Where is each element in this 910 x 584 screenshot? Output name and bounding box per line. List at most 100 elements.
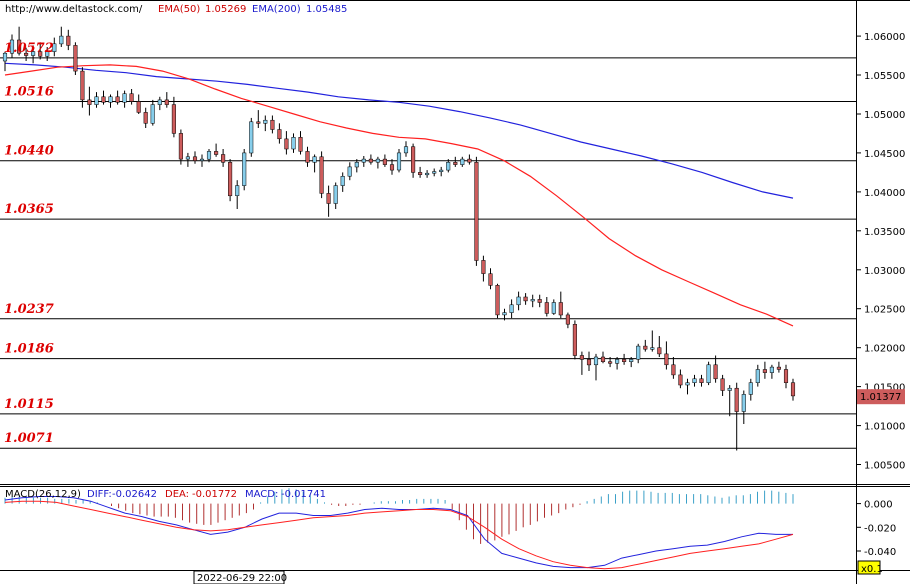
- macd-dea-line: [4, 500, 794, 570]
- candle-body: [678, 374, 683, 386]
- candle: [460, 156, 465, 167]
- candle: [101, 90, 106, 105]
- candle: [509, 299, 514, 319]
- candle: [263, 115, 268, 132]
- candle-body: [382, 158, 387, 165]
- candle: [446, 159, 451, 173]
- candle-body: [24, 52, 29, 56]
- support-resistance-levels: [0, 57, 856, 449]
- candle-body: [453, 162, 458, 165]
- candle: [347, 162, 352, 181]
- candle: [488, 268, 493, 290]
- price-tick-label: 1.02000: [864, 344, 905, 355]
- ema200-series: [4, 62, 794, 199]
- candle-body: [17, 39, 22, 54]
- candle-body: [396, 152, 402, 171]
- candle-body: [439, 169, 444, 172]
- candle-body: [671, 364, 676, 376]
- candle-body: [389, 164, 395, 171]
- candle-body: [171, 104, 176, 134]
- candle: [319, 151, 324, 199]
- candle-body: [150, 104, 155, 124]
- date-readout-box: [193, 570, 285, 584]
- macd-header: MACD(26,12,9) DIFF: -0.02642 DEA: -0.017…: [5, 489, 326, 500]
- zoom-badge[interactable]: [857, 560, 881, 575]
- candle-body: [129, 93, 134, 102]
- candle-body: [467, 158, 472, 163]
- candle-body: [31, 51, 36, 56]
- candle: [565, 312, 570, 329]
- candle-body: [411, 146, 416, 173]
- candle-body: [551, 302, 556, 314]
- candle-body: [214, 151, 219, 155]
- ema50-label: EMA(50): [158, 4, 200, 15]
- candle: [495, 283, 500, 319]
- candle: [52, 37, 57, 57]
- macd-diff-line: [4, 496, 793, 569]
- price-tick-label: 1.05000: [864, 110, 905, 121]
- candle-body: [537, 299, 542, 303]
- candle-body: [235, 185, 240, 196]
- price-tick-label: 1.00500: [864, 461, 905, 472]
- level-label: 1.0071: [4, 431, 54, 446]
- candle: [481, 255, 486, 282]
- candle-body: [657, 347, 662, 355]
- candle: [312, 154, 317, 173]
- macd-macd-label: MACD:: [245, 489, 278, 500]
- candle: [622, 353, 627, 365]
- candle: [706, 361, 711, 386]
- candle-body: [425, 172, 430, 176]
- candle: [600, 351, 606, 364]
- price-axis[interactable]: 1.06000 1.05500 1.05000 1.04500 1.04000 1.035…: [856, 32, 905, 472]
- level-label: 1.0365: [4, 202, 54, 217]
- candle: [115, 90, 120, 105]
- price-tick-label: 1.03500: [864, 227, 905, 238]
- candle: [333, 182, 338, 209]
- candle: [31, 45, 36, 64]
- level-label: 1.0440: [4, 144, 54, 159]
- candle: [593, 353, 599, 381]
- candle-body: [199, 158, 205, 161]
- candle-body: [277, 129, 282, 140]
- candle-body: [164, 99, 169, 105]
- candle: [776, 361, 781, 373]
- candle: [9, 34, 15, 58]
- candle: [643, 339, 648, 352]
- candles: [2, 26, 796, 451]
- candle: [298, 131, 303, 155]
- macd-macd-value: -0.01741: [281, 489, 326, 500]
- candle-body: [741, 394, 746, 412]
- candle-body: [242, 152, 247, 186]
- candle: [671, 357, 676, 379]
- candle-body: [783, 369, 789, 383]
- level-labels: 1.0572 1.0516 1.0440 1.0365 1.0237 1.0186 1.01…: [4, 41, 54, 446]
- candle-body: [115, 96, 120, 103]
- macd-axis[interactable]: 0.000 -0.020 -0.040: [856, 500, 896, 558]
- candle-body: [790, 382, 796, 397]
- candle-body: [38, 51, 43, 57]
- candle: [368, 154, 373, 165]
- candle: [551, 299, 556, 315]
- candle-body: [629, 359, 634, 362]
- ema50-line: [4, 64, 794, 327]
- candle: [143, 107, 148, 128]
- candle: [66, 29, 71, 51]
- candle-body: [59, 35, 64, 45]
- candle-body: [157, 99, 162, 105]
- candle: [678, 369, 683, 389]
- candle: [502, 308, 507, 321]
- candle-body: [509, 304, 514, 313]
- candle: [206, 149, 212, 163]
- candle: [235, 180, 240, 209]
- candle-body: [446, 162, 451, 171]
- candle-body: [586, 359, 592, 366]
- candle-body: [685, 382, 690, 386]
- ema50-value: 1.05269: [205, 4, 246, 15]
- candle: [762, 361, 767, 379]
- candle-body: [375, 158, 380, 163]
- macd-tick-label: -0.040: [864, 547, 896, 558]
- candle-body: [263, 119, 268, 124]
- candle-body: [664, 353, 669, 366]
- level-label: 1.0572: [4, 41, 54, 56]
